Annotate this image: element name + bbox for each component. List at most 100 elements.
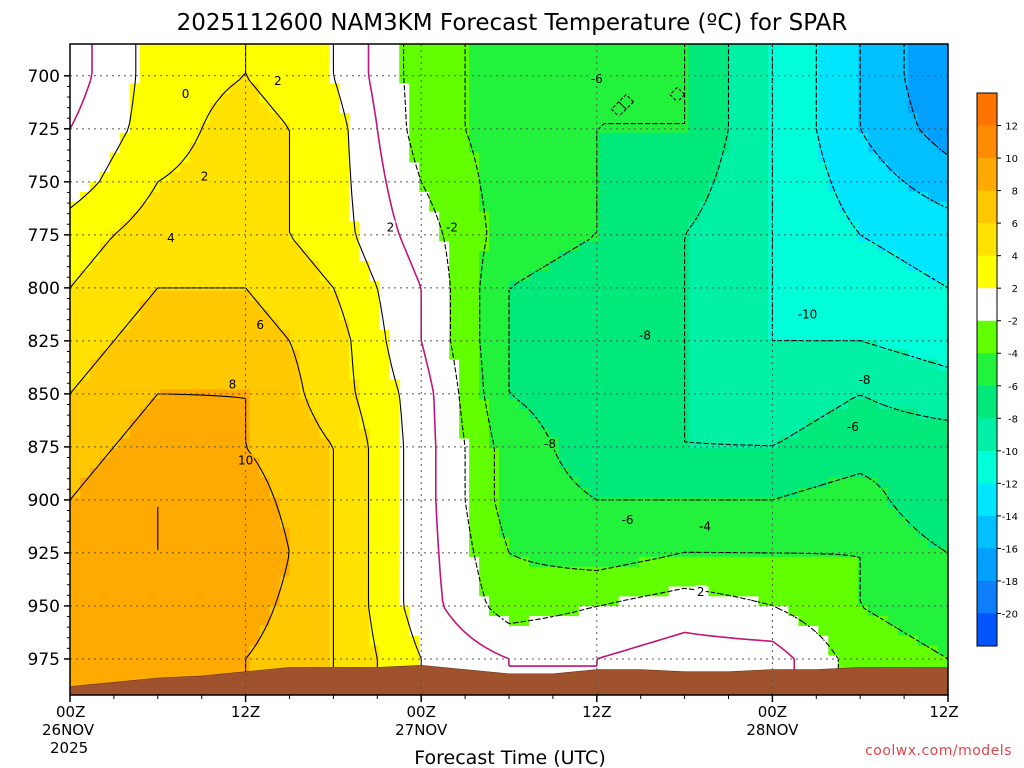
field-cell bbox=[299, 566, 311, 578]
field-cell bbox=[778, 428, 789, 440]
field-cell bbox=[89, 487, 101, 499]
field-cell bbox=[369, 162, 380, 173]
field-cell bbox=[568, 517, 580, 528]
field-cell bbox=[538, 172, 550, 183]
field-cell bbox=[229, 280, 241, 292]
field-cell bbox=[708, 251, 720, 262]
field-cell bbox=[528, 211, 540, 223]
field-cell bbox=[499, 487, 510, 499]
field-cell bbox=[70, 586, 81, 597]
field-cell bbox=[618, 231, 630, 242]
field-cell bbox=[648, 389, 660, 400]
field-cell bbox=[668, 527, 680, 538]
field-cell bbox=[189, 547, 201, 558]
field-cell bbox=[638, 221, 650, 233]
field-cell bbox=[119, 270, 131, 282]
field-cell bbox=[409, 290, 420, 302]
field-cell bbox=[139, 211, 151, 223]
field-cell bbox=[908, 497, 919, 509]
field-cell bbox=[339, 290, 350, 302]
field-cell bbox=[499, 369, 510, 380]
field-cell bbox=[119, 379, 131, 390]
field-cell bbox=[419, 448, 430, 459]
field-cell bbox=[908, 517, 919, 528]
field-cell bbox=[928, 251, 939, 262]
field-cell bbox=[309, 547, 321, 558]
field-cell bbox=[848, 290, 859, 302]
field-cell bbox=[479, 438, 490, 450]
field-cell bbox=[888, 73, 899, 85]
field-cell bbox=[329, 556, 340, 568]
field-cell bbox=[868, 566, 879, 578]
field-cell bbox=[698, 73, 710, 85]
field-cell bbox=[598, 596, 610, 607]
field-cell bbox=[648, 201, 660, 213]
field-cell bbox=[70, 44, 81, 55]
field-cell bbox=[279, 586, 291, 597]
field-cell bbox=[339, 73, 350, 85]
field-cell bbox=[638, 142, 650, 154]
field-cell bbox=[389, 527, 400, 538]
field-cell bbox=[189, 251, 201, 262]
field-cell bbox=[329, 586, 340, 597]
field-cell bbox=[409, 389, 420, 400]
field-cell bbox=[658, 142, 670, 154]
field-cell bbox=[319, 44, 331, 55]
field-cell bbox=[698, 596, 710, 607]
field-cell bbox=[439, 566, 450, 578]
field-cell bbox=[219, 507, 231, 519]
field-cell bbox=[618, 596, 630, 607]
field-cell bbox=[409, 310, 420, 321]
field-cell bbox=[129, 418, 141, 430]
field-cell bbox=[538, 497, 550, 509]
field-cell bbox=[578, 142, 590, 154]
field-cell bbox=[598, 566, 610, 578]
field-cell bbox=[429, 487, 440, 499]
field-cell bbox=[528, 162, 540, 173]
field-cell bbox=[518, 162, 530, 173]
field-cell bbox=[578, 320, 590, 331]
field-cell bbox=[399, 537, 410, 548]
field-cell bbox=[608, 251, 620, 262]
field-cell bbox=[788, 507, 799, 519]
field-cell bbox=[429, 211, 440, 223]
field-cell bbox=[369, 468, 380, 479]
field-cell bbox=[748, 389, 760, 400]
field-cell bbox=[419, 162, 430, 173]
field-cell bbox=[279, 379, 291, 390]
field-cell bbox=[339, 83, 350, 94]
field-cell bbox=[329, 379, 340, 390]
field-cell bbox=[938, 428, 948, 440]
field-cell bbox=[918, 389, 929, 400]
field-cell bbox=[808, 320, 819, 331]
field-cell bbox=[189, 586, 201, 597]
field-cell bbox=[688, 556, 700, 568]
field-cell bbox=[169, 142, 181, 154]
field-cell bbox=[319, 162, 331, 173]
field-cell bbox=[169, 527, 181, 538]
field-cell bbox=[708, 310, 720, 321]
field-cell bbox=[738, 290, 750, 302]
field-cell bbox=[868, 261, 879, 272]
field-cell bbox=[678, 586, 690, 597]
field-cell bbox=[229, 103, 241, 114]
field-cell bbox=[379, 487, 390, 499]
field-cell bbox=[479, 586, 490, 597]
field-cell bbox=[898, 261, 909, 272]
field-cell bbox=[159, 152, 171, 163]
field-cell bbox=[688, 280, 700, 292]
field-cell bbox=[928, 339, 939, 351]
field-cell bbox=[868, 251, 879, 262]
field-cell bbox=[119, 527, 131, 538]
field-cell bbox=[309, 83, 321, 94]
field-cell bbox=[379, 53, 390, 65]
field-cell bbox=[828, 399, 839, 410]
field-cell bbox=[439, 172, 450, 183]
field-cell bbox=[888, 63, 899, 75]
field-cell bbox=[359, 566, 370, 578]
field-cell bbox=[199, 507, 211, 519]
field-cell bbox=[568, 556, 580, 568]
field-cell bbox=[99, 428, 111, 440]
field-cell bbox=[229, 241, 241, 252]
field-cell bbox=[269, 586, 281, 597]
